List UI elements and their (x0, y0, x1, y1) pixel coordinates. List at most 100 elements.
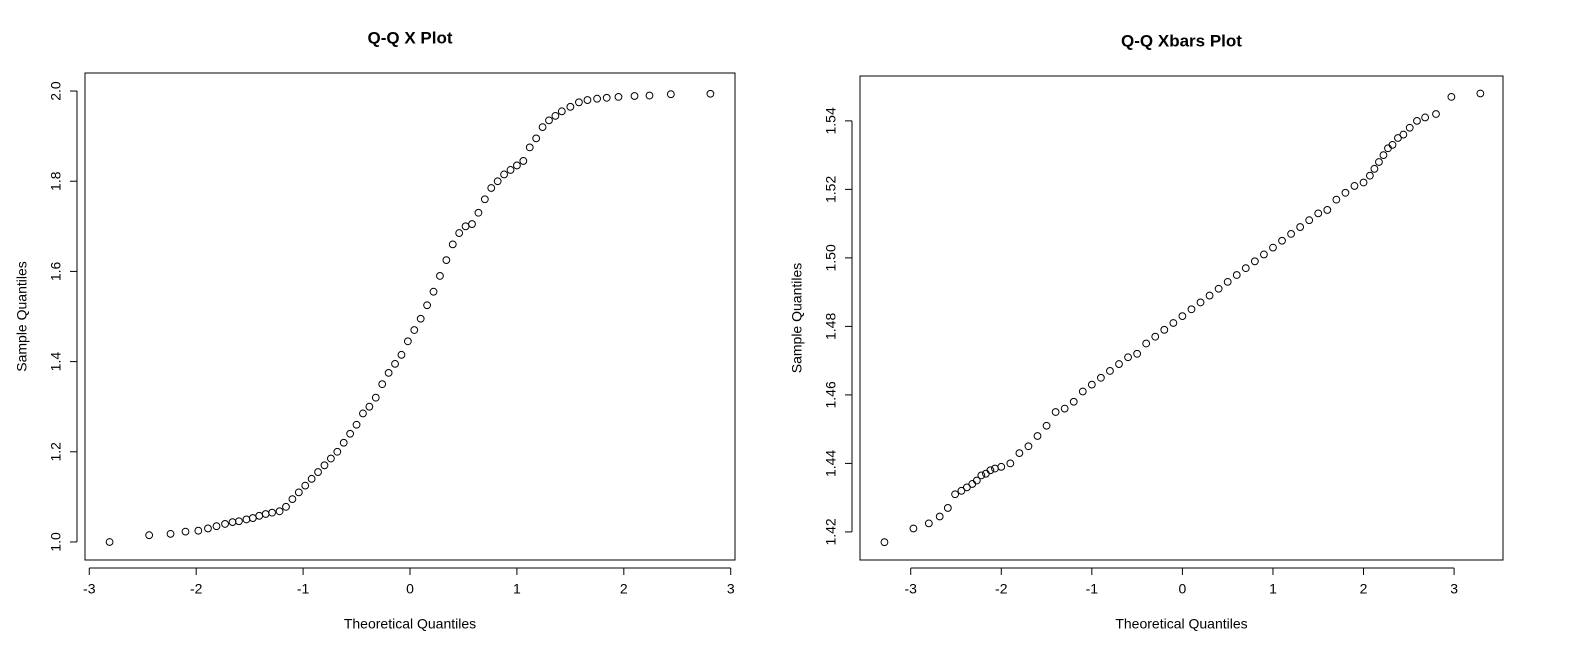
point (1476, 89, 1485, 98)
y-tick-label: 1.4 (48, 352, 64, 372)
point (506, 166, 515, 174)
point (416, 314, 425, 323)
x-tick-label: 0 (406, 581, 414, 597)
point (1015, 449, 1024, 458)
point (1196, 298, 1205, 307)
point (986, 466, 995, 475)
point (282, 502, 290, 511)
point (307, 474, 316, 483)
point (1296, 223, 1305, 231)
point (1250, 257, 1259, 266)
point (525, 143, 534, 152)
point (487, 184, 496, 192)
plot-box (859, 75, 1504, 561)
y-tick-label: 1.0 (48, 532, 64, 552)
point (1214, 284, 1223, 293)
point (924, 519, 933, 528)
point (991, 464, 999, 473)
point (1006, 459, 1015, 468)
point (442, 256, 451, 265)
point (1096, 373, 1105, 382)
point (1332, 195, 1341, 204)
x-tick-label: 1 (513, 581, 521, 597)
point (1187, 305, 1196, 314)
point (268, 508, 276, 517)
point (551, 111, 560, 120)
point (1370, 164, 1379, 173)
point (365, 402, 374, 411)
point (493, 177, 502, 186)
point (593, 94, 601, 103)
x-tick-label: -1 (1086, 581, 1099, 597)
y-tick-label: 1.48 (823, 313, 839, 340)
point (1421, 113, 1430, 122)
point (583, 96, 592, 104)
point (242, 515, 251, 524)
point (1223, 277, 1232, 286)
y-axis-label: Sample Quantiles (14, 261, 30, 372)
point (384, 368, 393, 377)
point (1069, 397, 1078, 406)
point (997, 462, 1006, 471)
point (1124, 353, 1132, 362)
y-tick-label: 1.6 (48, 261, 64, 281)
y-axis-label: Sample Quantiles (789, 263, 805, 374)
point (248, 514, 257, 522)
point (1314, 209, 1323, 218)
point (1287, 230, 1295, 238)
point (204, 524, 212, 533)
point (480, 195, 489, 204)
x-tick-label: 2 (1360, 581, 1368, 597)
point (500, 170, 508, 179)
point (1115, 360, 1123, 368)
point (1232, 271, 1241, 279)
point (513, 161, 521, 170)
point (423, 301, 432, 310)
point (538, 123, 547, 132)
point (630, 92, 639, 100)
point (1241, 264, 1250, 273)
point (1394, 134, 1402, 142)
point (1151, 332, 1160, 341)
y-tick-label: 1.42 (823, 518, 839, 545)
point (1341, 188, 1350, 197)
y-tick-label: 1.46 (823, 381, 839, 408)
point (1269, 243, 1277, 252)
point (1087, 380, 1096, 389)
point (1305, 216, 1314, 225)
point (566, 102, 575, 111)
y-tick-label: 1.2 (48, 442, 64, 462)
x-tick-label: -3 (83, 581, 96, 597)
point (1278, 236, 1286, 245)
point (1169, 319, 1178, 327)
point (545, 116, 553, 125)
x-tick-label: -1 (297, 581, 310, 597)
point (1399, 130, 1408, 139)
x-tick-label: -2 (995, 581, 1008, 597)
point (1379, 151, 1388, 160)
point (145, 531, 154, 540)
point (301, 481, 310, 490)
point (105, 538, 114, 546)
point (1142, 339, 1151, 348)
point (436, 272, 444, 280)
point (666, 90, 675, 99)
point (429, 287, 438, 296)
x-tick-label: -3 (904, 581, 917, 597)
point (1024, 442, 1033, 451)
point (333, 447, 342, 456)
point (403, 337, 412, 346)
point (378, 380, 387, 389)
point (951, 490, 959, 499)
point (602, 93, 611, 102)
point (1060, 404, 1069, 413)
point (228, 518, 237, 527)
x-tick-label: 1 (1269, 581, 1277, 597)
point (532, 134, 541, 143)
point (1160, 325, 1169, 334)
point (326, 454, 335, 463)
point (962, 483, 971, 492)
point (1260, 250, 1268, 259)
point (181, 527, 190, 536)
